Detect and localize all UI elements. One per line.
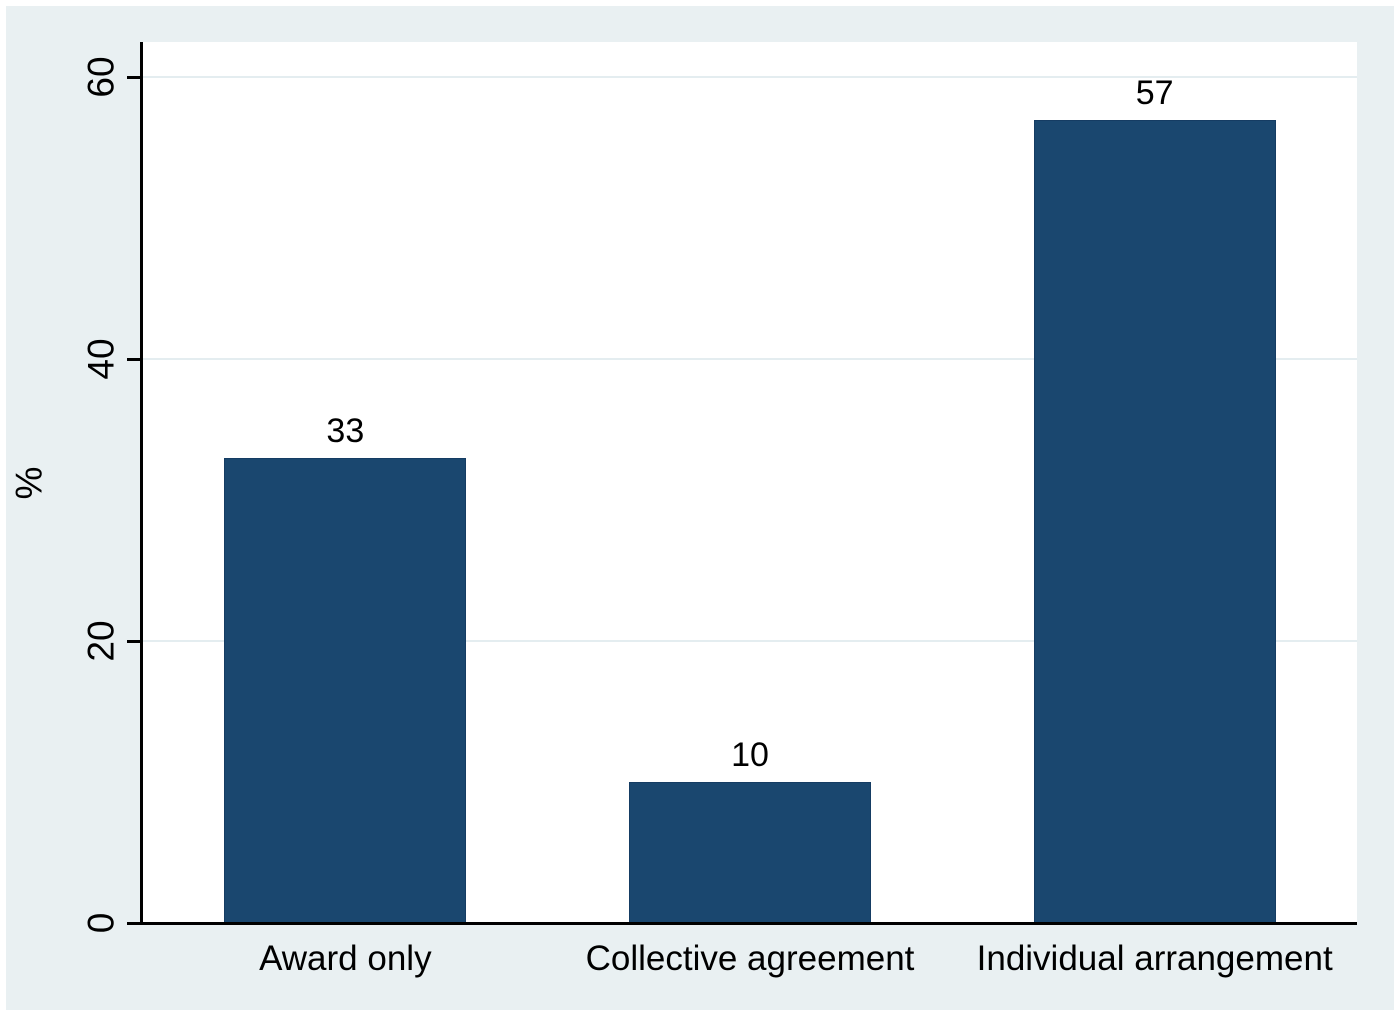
x-axis-label-collective-agreement: Collective agreement — [585, 939, 915, 978]
bar-award-only — [224, 457, 467, 923]
y-axis-title: % — [8, 466, 50, 499]
y-axis-line — [140, 42, 143, 924]
y-tick-60 — [127, 75, 143, 79]
y-tick-20 — [127, 639, 143, 643]
bar-value-label-collective-agreement: 10 — [731, 736, 769, 775]
y-tick-40 — [127, 357, 143, 361]
gridline-y-20 — [143, 640, 1357, 643]
x-axis-label-individual-arrangement: Individual arrangement — [976, 939, 1333, 978]
bar-collective-agreement — [629, 782, 871, 923]
bar-individual-arrangement — [1033, 119, 1276, 923]
bar-value-label-individual-arrangement: 57 — [1135, 73, 1174, 112]
gridline-y-40 — [143, 358, 1357, 361]
y-tick-label-60: 60 — [80, 56, 122, 98]
y-tick-label-0: 0 — [80, 912, 122, 934]
bar-value-label-award-only: 33 — [326, 411, 365, 450]
x-axis-label-award-only: Award only — [259, 939, 432, 978]
gridline-y-60 — [143, 76, 1357, 79]
y-tick-label-20: 20 — [80, 620, 122, 662]
x-axis-line — [127, 922, 1357, 925]
y-tick-label-40: 40 — [80, 338, 122, 380]
